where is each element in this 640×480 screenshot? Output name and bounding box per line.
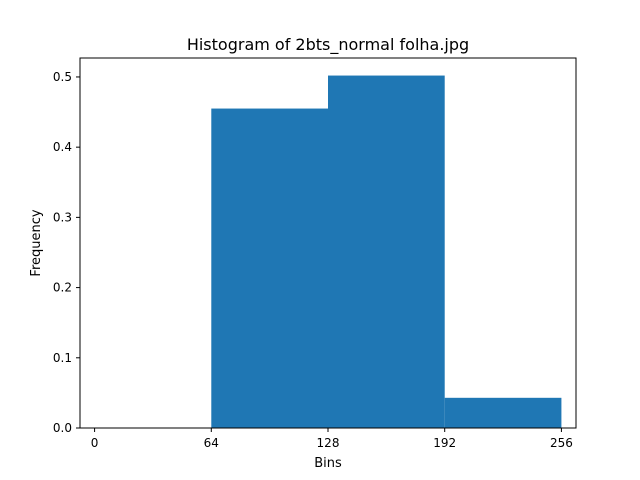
y-tick-label: 0.0 xyxy=(53,421,72,435)
histogram-bar-1 xyxy=(211,108,328,428)
bars-group xyxy=(211,75,562,428)
y-tick-label: 0.5 xyxy=(53,70,72,84)
x-tick-label: 0 xyxy=(91,436,99,450)
chart-title: Histogram of 2bts_normal folha.jpg xyxy=(187,35,469,55)
y-tick-label: 0.2 xyxy=(53,281,72,295)
histogram-bar-3 xyxy=(444,397,562,428)
x-tick-label: 256 xyxy=(550,436,573,450)
x-tick-label: 128 xyxy=(317,436,340,450)
y-tick-label: 0.4 xyxy=(53,140,72,154)
x-tick-label: 192 xyxy=(433,436,456,450)
x-axis: 0 64 128 192 256 xyxy=(91,428,573,450)
y-tick-label: 0.1 xyxy=(53,351,72,365)
histogram-bar-2 xyxy=(328,75,445,428)
y-tick-label: 0.3 xyxy=(53,210,72,224)
y-axis: 0.0 0.1 0.2 0.3 0.4 0.5 xyxy=(53,70,80,435)
y-axis-label: Frequency xyxy=(29,209,44,276)
x-axis-label: Bins xyxy=(314,456,342,471)
x-tick-label: 64 xyxy=(204,436,219,450)
